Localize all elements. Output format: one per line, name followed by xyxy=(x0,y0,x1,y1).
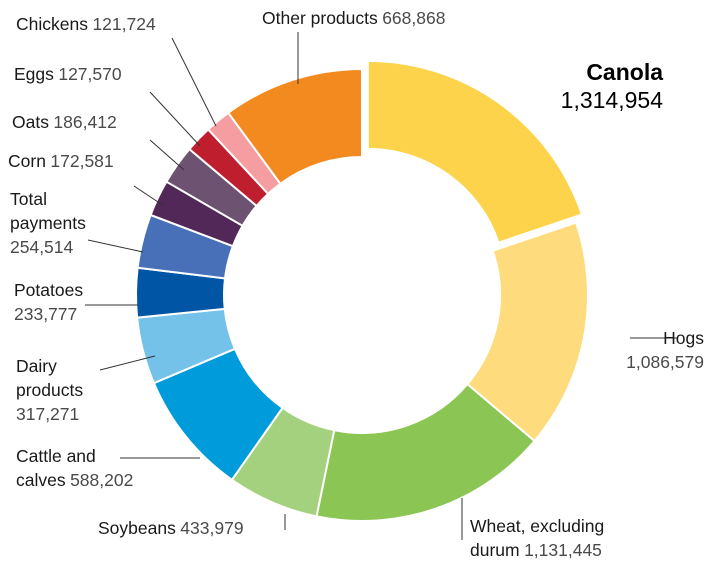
label-canola-line-1: Canola xyxy=(586,59,663,85)
label-name-chickens: Chickens xyxy=(16,14,88,34)
label-name-hogs: Hogs xyxy=(663,328,704,348)
label-name-soybeans: Soybeans xyxy=(98,518,176,538)
label-value-hogs: 1,086,579 xyxy=(626,352,704,372)
donut-slices xyxy=(135,59,589,522)
label-dairy-products-line-3: 317,271 xyxy=(16,404,79,424)
label-value-cattle-and-calves: 588,202 xyxy=(70,470,133,490)
label-name-wheat-excluding-durum: durum xyxy=(470,540,520,560)
leader-line-dairy-products xyxy=(99,355,156,371)
label-wheat-excluding-durum-line-2: durum 1,131,445 xyxy=(470,540,602,560)
label-name-dairy-products: products xyxy=(16,380,83,400)
leader-line-total-payments xyxy=(87,239,144,253)
label-oats-line-1: Oats 186,412 xyxy=(12,112,117,132)
label-dairy-products-line-1: Dairy xyxy=(16,356,57,376)
label-hogs-line-1: Hogs xyxy=(663,328,704,348)
label-value-soybeans: 433,979 xyxy=(180,518,243,538)
label-potatoes-line-2: 233,777 xyxy=(14,304,77,324)
label-value-canola: 1,314,954 xyxy=(561,87,664,113)
label-total-payments-line-2: payments xyxy=(10,213,86,233)
label-corn-line-1: Corn 172,581 xyxy=(8,151,114,171)
slice-other-products xyxy=(226,67,363,186)
leader-line-oats xyxy=(149,139,185,171)
label-value-corn: 172,581 xyxy=(50,151,113,171)
label-chickens-line-1: Chickens 121,724 xyxy=(16,14,156,34)
label-name-total-payments: Total xyxy=(10,189,47,209)
label-name-wheat-excluding-durum: Wheat, excluding xyxy=(470,516,604,536)
label-value-eggs: 127,570 xyxy=(58,64,122,84)
label-value-oats: 186,412 xyxy=(53,112,116,132)
label-other-products-line-1: Other products 668,868 xyxy=(262,8,445,28)
label-name-total-payments: payments xyxy=(10,213,86,233)
label-value-chickens: 121,724 xyxy=(92,14,156,34)
label-wheat-excluding-durum-line-1: Wheat, excluding xyxy=(470,516,604,536)
leader-line-eggs xyxy=(149,91,201,147)
label-total-payments-line-3: 254,514 xyxy=(10,237,74,257)
label-name-cattle-and-calves: calves xyxy=(16,470,66,490)
label-name-oats: Oats xyxy=(12,112,49,132)
label-value-dairy-products: 317,271 xyxy=(16,404,79,424)
label-cattle-and-calves-line-2: calves 588,202 xyxy=(16,470,133,490)
label-name-dairy-products: Dairy xyxy=(16,356,57,376)
label-name-potatoes: Potatoes xyxy=(14,280,83,300)
label-potatoes-line-1: Potatoes xyxy=(14,280,83,300)
label-name-other-products: Other products xyxy=(262,8,378,28)
label-value-wheat-excluding-durum: 1,131,445 xyxy=(524,540,602,560)
label-value-total-payments: 254,514 xyxy=(10,237,74,257)
label-value-other-products: 668,868 xyxy=(382,8,445,28)
label-soybeans-line-1: Soybeans 433,979 xyxy=(98,518,244,538)
label-cattle-and-calves-line-1: Cattle and xyxy=(16,446,96,466)
leader-line-chickens xyxy=(171,37,217,127)
leader-line-corn xyxy=(133,185,165,207)
label-eggs-line-1: Eggs 127,570 xyxy=(14,64,122,84)
label-name-corn: Corn xyxy=(8,151,46,171)
leader-lines xyxy=(85,32,678,540)
label-name-canola: Canola xyxy=(586,59,663,85)
label-canola-line-2: 1,314,954 xyxy=(561,87,664,113)
label-name-eggs: Eggs xyxy=(14,64,54,84)
label-name-cattle-and-calves: Cattle and xyxy=(16,446,96,466)
label-total-payments-line-1: Total xyxy=(10,189,47,209)
label-hogs-line-2: 1,086,579 xyxy=(626,352,704,372)
slice-canola xyxy=(366,59,584,244)
label-value-potatoes: 233,777 xyxy=(14,304,77,324)
label-dairy-products-line-2: products xyxy=(16,380,83,400)
